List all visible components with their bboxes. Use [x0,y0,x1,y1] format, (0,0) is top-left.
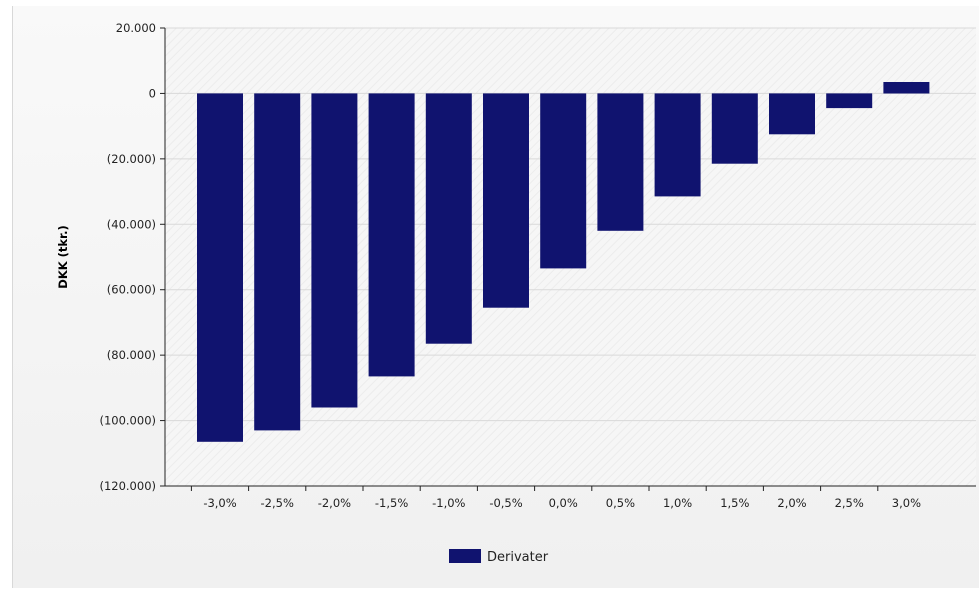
y-tick-label: (100.000) [99,414,156,428]
bars [197,82,930,442]
x-tick-label: -2,5% [261,496,294,510]
bar [769,93,815,135]
x-tick-label: -1,0% [432,496,465,510]
bar [254,93,301,431]
y-axis-ticks: 20.000 0 (20.000) (40.000) (60.000) (80.000) (… [99,21,165,493]
x-tick-label: 1,0% [663,496,692,510]
x-tick-label: 0,0% [549,496,578,510]
y-tick-label: 0 [149,86,156,100]
x-tick-label: -2,0% [318,496,351,510]
legend-swatch-derivater [449,549,481,563]
bar [883,82,930,94]
x-tick-label: 1,5% [720,496,749,510]
bar [597,93,644,231]
x-tick-label: 0,5% [606,496,635,510]
bar [197,93,243,442]
bar [654,93,701,197]
x-tick-label: -1,5% [375,496,408,510]
bar [711,93,758,164]
x-tick-label: 2,0% [777,496,806,510]
y-tick-label: (20.000) [107,152,156,166]
y-tick-label: (60.000) [107,283,156,297]
bar [425,93,472,344]
bar [311,93,358,408]
axes [164,28,976,487]
y-tick-label: (120.000) [99,479,156,493]
y-tick-label: 20.000 [116,21,156,35]
bar [368,93,415,377]
legend: Derivater [449,549,549,565]
x-tick-label: -3,0% [203,496,236,510]
legend-label-derivater: Derivater [487,550,549,565]
x-tick-label: 2,5% [835,496,864,510]
y-axis-title: DKK (tkr.) [56,225,70,288]
bar [483,93,529,308]
x-tick-label: 3,0% [892,496,921,510]
y-tick-label: (80.000) [107,348,156,362]
y-tick-label: (40.000) [107,217,156,231]
x-tick-label: -0,5% [489,496,522,510]
bar [540,93,587,269]
x-axis-ticks: -3,0% -2,5% -2,0% -1,5% -1,0% -0,5% 0,0% 0,5% 1,… [190,486,921,510]
bar [826,93,873,109]
